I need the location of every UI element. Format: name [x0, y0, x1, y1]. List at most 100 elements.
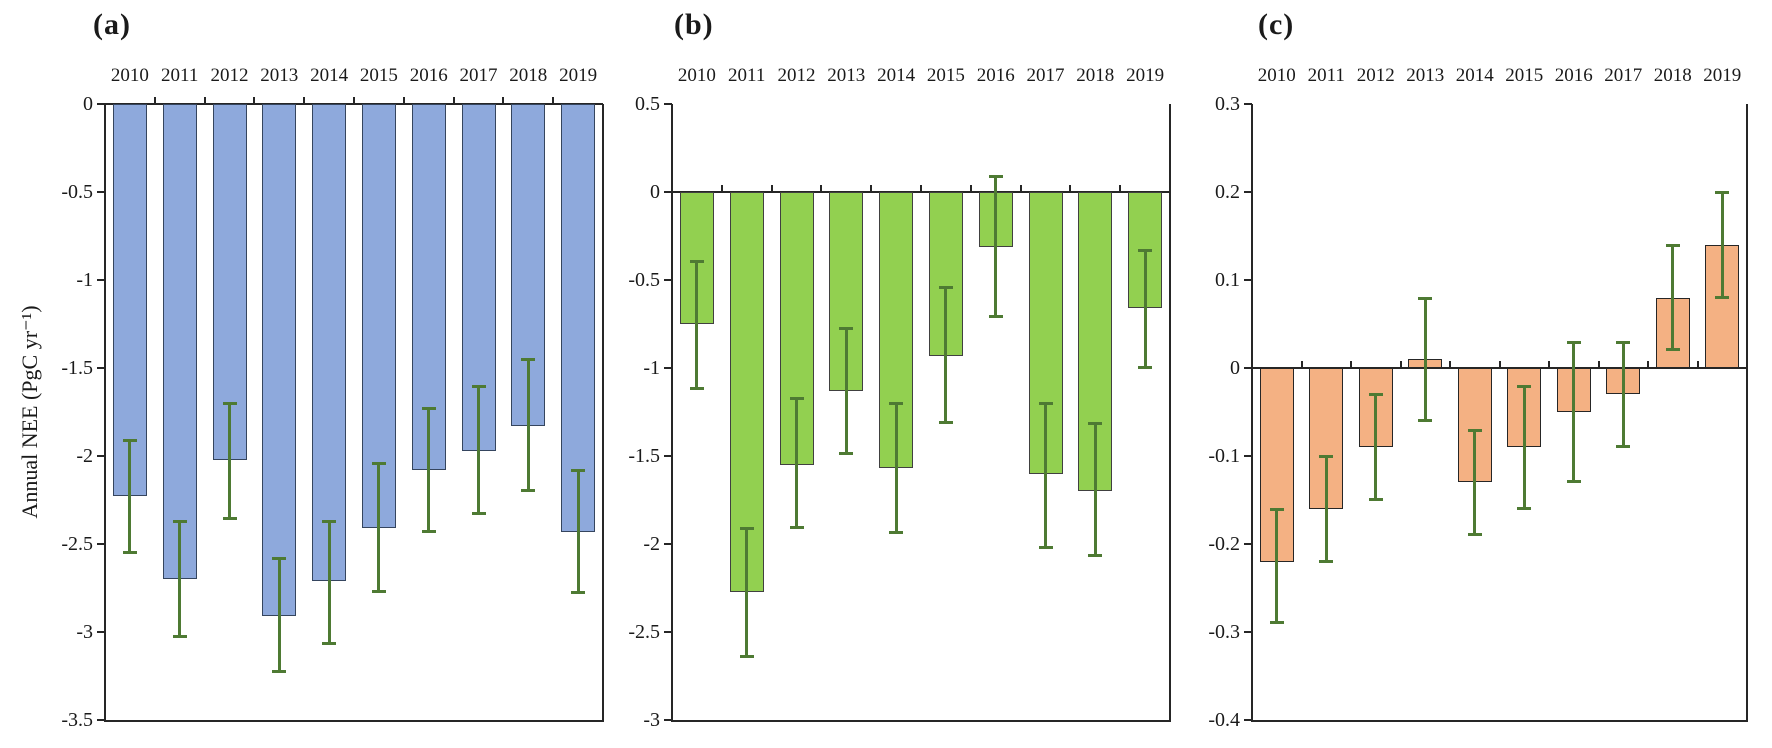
year-label-2014: 2014 [877, 65, 916, 86]
error-bar-2011 [745, 528, 749, 657]
category-tick [1399, 361, 1402, 368]
error-bar-cap-bottom-2014 [322, 642, 337, 646]
error-bar-cap-bottom-2018 [1088, 554, 1103, 558]
plot-right-border [602, 104, 604, 722]
bar-2012 [212, 104, 247, 460]
error-bar-2015 [944, 287, 948, 423]
error-bar-2017 [1044, 403, 1047, 548]
error-bar-2010 [695, 260, 699, 390]
y-tick-label: 0 [83, 93, 93, 115]
error-bar-cap-top-2010 [122, 439, 137, 443]
y-tick [1244, 367, 1252, 369]
error-bar-cap-bottom-2014 [889, 531, 904, 535]
bar-2013 [262, 104, 297, 617]
year-label-2010: 2010 [677, 65, 716, 86]
error-bar-2017 [477, 385, 480, 515]
error-bar-cap-top-2019 [1138, 249, 1153, 253]
error-bar-cap-top-2018 [1088, 421, 1103, 425]
year-label-2013: 2013 [260, 65, 299, 86]
error-bar-cap-top-2016 [421, 407, 436, 411]
category-tick [1300, 361, 1303, 368]
error-bar-2013 [844, 327, 848, 455]
y-tick-label: -0.2 [1208, 533, 1240, 555]
plot-bottom-border [105, 720, 603, 722]
category-tick [770, 185, 773, 192]
error-bar-2014 [327, 521, 331, 645]
y-tick-label: 0 [1230, 357, 1240, 379]
category-tick [1696, 361, 1699, 368]
year-label-2015: 2015 [359, 65, 398, 86]
y-tick [1244, 103, 1252, 105]
y-tick-label: 0 [650, 181, 660, 203]
error-bar-cap-bottom-2017 [471, 512, 486, 516]
error-bar-2010 [128, 440, 132, 553]
error-bar-cap-top-2015 [938, 286, 953, 290]
y-tick-label: -2 [643, 533, 660, 555]
error-bar-cap-top-2017 [1616, 340, 1631, 344]
error-bar-cap-bottom-2017 [1038, 545, 1053, 549]
error-bar-cap-bottom-2011 [739, 654, 754, 658]
error-bar-cap-top-2013 [839, 326, 854, 330]
error-bar-2016 [427, 408, 431, 532]
year-label-2018: 2018 [1653, 65, 1692, 86]
y-tick [1244, 191, 1252, 193]
y-tick-label: -0.4 [1208, 709, 1240, 731]
error-bar-cap-bottom-2016 [988, 314, 1003, 318]
zero-axis-line [1252, 367, 1747, 369]
y-tick [1244, 543, 1252, 545]
bar-2018 [511, 104, 546, 427]
y-tick [664, 191, 672, 193]
error-bar-2012 [1374, 394, 1378, 500]
error-bar-cap-top-2011 [739, 527, 754, 531]
y-tick-label: -3 [643, 709, 660, 731]
error-bar-cap-top-2010 [1269, 507, 1284, 511]
error-bar-cap-top-2011 [172, 520, 187, 524]
error-bar-cap-bottom-2018 [1665, 348, 1680, 352]
plot-bottom-border [1252, 720, 1747, 722]
y-tick-label: -1.5 [61, 357, 93, 379]
panel-a-label: (a) [93, 8, 131, 41]
error-bar-cap-bottom-2016 [421, 529, 436, 533]
category-tick [452, 97, 455, 104]
error-bar-cap-bottom-2013 [1418, 418, 1433, 422]
error-bar-2018 [1093, 422, 1097, 557]
plot-bottom-border [672, 720, 1170, 722]
error-bar-2016 [1572, 341, 1576, 483]
error-bar-2011 [1324, 456, 1328, 562]
zero-axis-line [672, 191, 1170, 193]
category-tick [920, 185, 922, 192]
error-bar-cap-bottom-2010 [689, 387, 704, 391]
y-tick [664, 631, 672, 633]
y-tick [664, 543, 672, 545]
category-tick [303, 97, 306, 104]
error-bar-cap-top-2016 [988, 175, 1003, 179]
y-tick [1244, 279, 1252, 281]
y-tick-label: -0.5 [61, 181, 93, 203]
category-tick [402, 97, 405, 104]
error-bar-cap-top-2012 [222, 402, 237, 406]
y-axis-title: Annual NEE (PgC yr⁻¹) [17, 305, 42, 519]
error-bar-cap-top-2019 [571, 469, 586, 473]
error-bar-cap-bottom-2010 [1269, 621, 1284, 625]
error-bar-cap-top-2013 [1418, 296, 1433, 300]
y-tick [97, 631, 105, 633]
error-bar-cap-top-2017 [471, 384, 486, 388]
y-tick [97, 543, 105, 545]
y-tick-label: -0.1 [1208, 445, 1240, 467]
y-axis [671, 104, 673, 722]
error-bar-cap-bottom-2016 [1566, 480, 1581, 484]
error-bar-2015 [377, 463, 381, 592]
y-tick-label: -0.3 [1208, 621, 1240, 643]
error-bar-cap-bottom-2015 [938, 420, 953, 424]
error-bar-2016 [994, 176, 998, 317]
y-tick-label: -1 [76, 269, 93, 291]
category-tick [1498, 361, 1501, 368]
y-tick-label: 0.1 [1215, 269, 1240, 291]
year-label-2016: 2016 [976, 65, 1015, 86]
category-tick [1449, 361, 1451, 368]
y-tick [97, 191, 105, 193]
zero-axis-line [105, 103, 603, 105]
error-bar-2019 [1720, 192, 1724, 298]
y-tick [97, 719, 105, 721]
category-tick [720, 185, 723, 192]
